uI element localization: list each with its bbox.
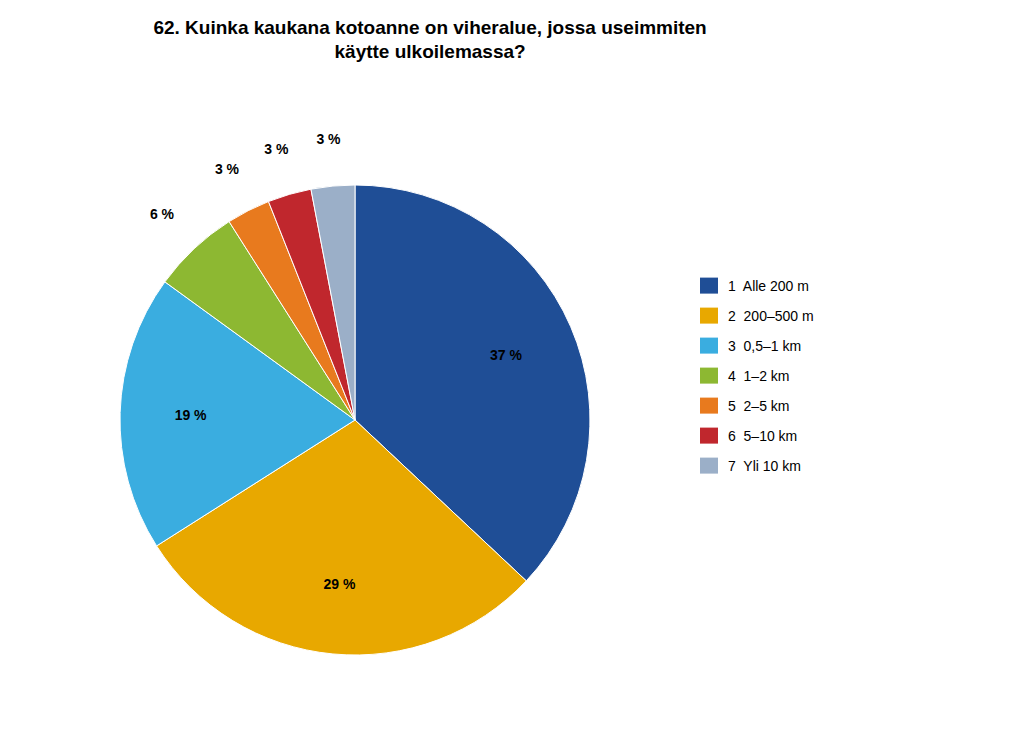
- pie: [120, 185, 590, 655]
- legend-item: 6 5–10 km: [700, 428, 797, 444]
- legend-label: 6 5–10 km: [728, 428, 797, 444]
- data-label: 6 %: [150, 206, 175, 222]
- data-label: 3 %: [215, 161, 240, 177]
- data-label: 3 %: [316, 131, 341, 147]
- legend-item: 7 Yli 10 km: [700, 458, 801, 474]
- data-label: 3 %: [264, 141, 289, 157]
- legend-swatch: [700, 368, 718, 384]
- legend-swatch: [700, 308, 718, 324]
- pie-slice: [311, 185, 355, 420]
- legend-swatch: [700, 458, 718, 474]
- legend-swatch: [700, 398, 718, 414]
- legend-label: 2 200–500 m: [728, 308, 814, 324]
- legend-item: 1 Alle 200 m: [700, 278, 809, 294]
- legend-swatch: [700, 278, 718, 294]
- legend-item: 4 1–2 km: [700, 368, 789, 384]
- legend-swatch: [700, 428, 718, 444]
- legend-swatch: [700, 338, 718, 354]
- legend-label: 3 0,5–1 km: [728, 338, 801, 354]
- data-labels: 37 % 29 % 19 % 6 % 3 % 3 % 3 %: [150, 131, 523, 592]
- legend-label: 5 2–5 km: [728, 398, 789, 414]
- title-line: 62. Kuinka kaukana kotoanne on viheralue…: [153, 17, 706, 38]
- legend: 1 Alle 200 m 2 200–500 m 3 0,5–1 km 4 1–2 k…: [700, 278, 814, 474]
- data-label: 29 %: [324, 576, 356, 592]
- chart-title: 62. Kuinka kaukana kotoanne on viheralue…: [153, 17, 706, 62]
- legend-item: 3 0,5–1 km: [700, 338, 801, 354]
- data-label: 37 %: [490, 347, 522, 363]
- legend-label: 1 Alle 200 m: [728, 278, 809, 294]
- data-label: 19 %: [175, 407, 207, 423]
- legend-label: 7 Yli 10 km: [728, 458, 801, 474]
- legend-label: 4 1–2 km: [728, 368, 789, 384]
- title-line: käytte ulkoilemassa?: [335, 41, 526, 62]
- chart-svg: 62. Kuinka kaukana kotoanne on viheralue…: [0, 0, 1024, 737]
- legend-item: 2 200–500 m: [700, 308, 814, 324]
- legend-item: 5 2–5 km: [700, 398, 789, 414]
